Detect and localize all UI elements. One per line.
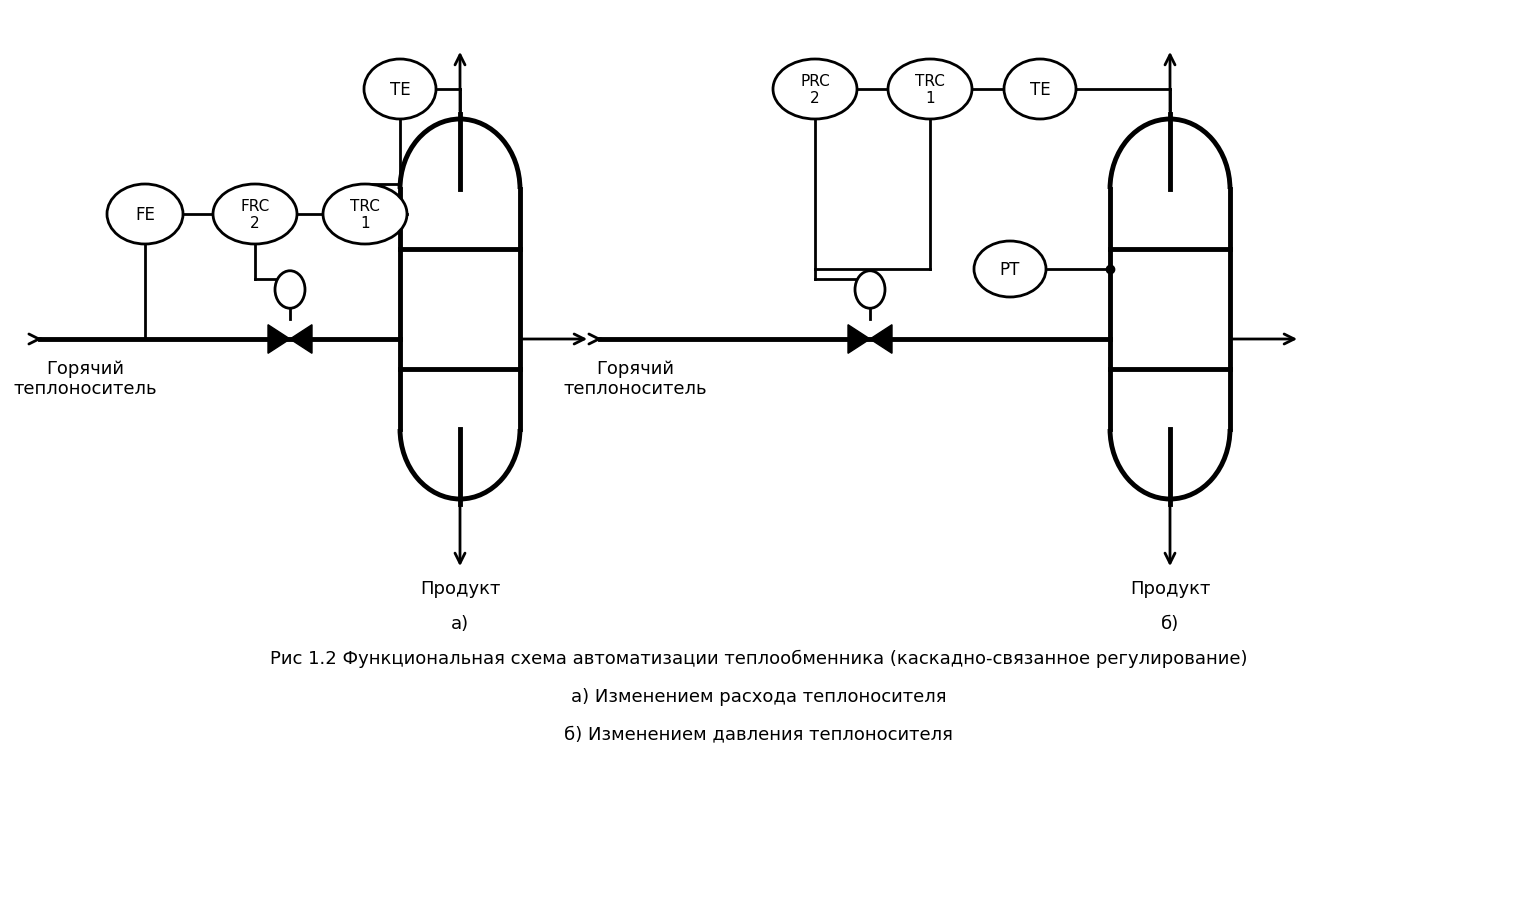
Text: б) Изменением давления теплоносителя: б) Изменением давления теплоносителя [564,724,953,742]
Text: TE: TE [390,81,410,99]
Text: TRC
1: TRC 1 [915,74,945,106]
Ellipse shape [974,242,1047,298]
Text: Горячий: Горячий [596,360,674,378]
Text: Горячий: Горячий [46,360,124,378]
Text: б): б) [1161,614,1179,632]
Text: а) Изменением расхода теплоносителя: а) Изменением расхода теплоносителя [570,687,947,705]
Text: FRC
2: FRC 2 [240,199,270,230]
Text: TRC
1: TRC 1 [350,199,379,230]
Text: FE: FE [135,206,155,224]
Polygon shape [848,326,871,354]
Ellipse shape [774,60,857,120]
Text: Продукт: Продукт [1130,579,1211,597]
Ellipse shape [323,185,407,244]
Text: Рис 1.2 Функциональная схема автоматизации теплообменника (каскадно-связанное ре: Рис 1.2 Функциональная схема автоматизац… [270,649,1247,667]
Text: Продукт: Продукт [420,579,501,597]
Polygon shape [871,326,892,354]
Ellipse shape [364,60,435,120]
Ellipse shape [887,60,972,120]
Ellipse shape [108,185,184,244]
Ellipse shape [275,272,305,308]
Polygon shape [290,326,313,354]
Text: теплоноситель: теплоноситель [14,380,156,398]
Polygon shape [269,326,290,354]
Text: теплоноситель: теплоноситель [563,380,707,398]
Text: а): а) [451,614,469,632]
Ellipse shape [856,272,884,308]
Ellipse shape [1004,60,1076,120]
Text: PT: PT [1000,261,1021,279]
Ellipse shape [212,185,297,244]
Text: PRC
2: PRC 2 [799,74,830,106]
Text: TE: TE [1030,81,1050,99]
